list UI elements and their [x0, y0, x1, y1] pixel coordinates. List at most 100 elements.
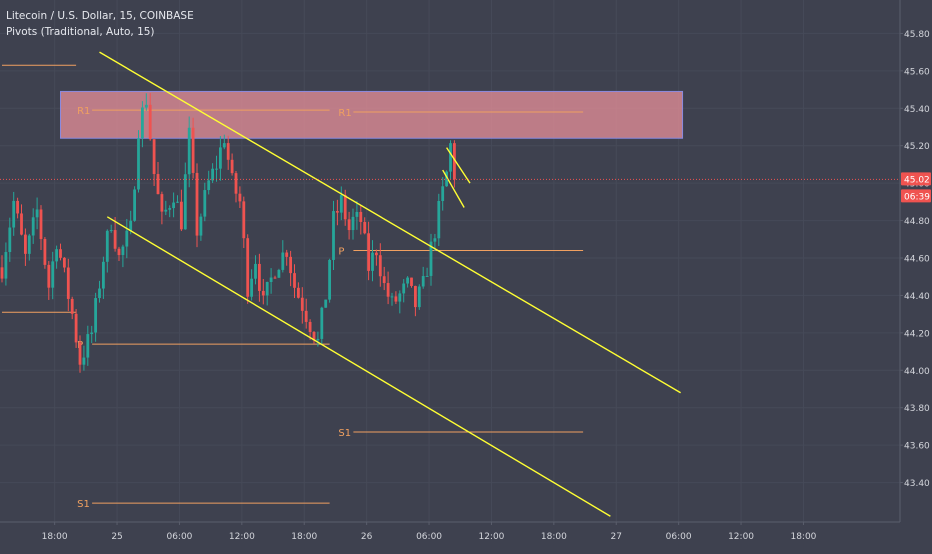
candle-body	[386, 283, 390, 297]
candle-body	[39, 209, 43, 240]
candle-body	[148, 104, 152, 140]
candle-body	[316, 338, 320, 341]
time-tick-label: 06:00	[166, 532, 192, 542]
price-tick-label: 45.20	[904, 142, 930, 152]
time-tick-label: 06:00	[416, 532, 442, 542]
time-tick-label: 06:00	[666, 532, 692, 542]
candle-body	[129, 220, 133, 231]
time-tick-label: 18:00	[42, 532, 68, 542]
candle-body	[27, 235, 31, 254]
time-tick-label: 18:00	[541, 532, 567, 542]
candle-body	[102, 261, 105, 289]
candle-body	[421, 276, 425, 287]
candle-body	[43, 239, 47, 265]
candle-body	[94, 298, 97, 333]
candle-body	[144, 104, 148, 108]
candle-body	[410, 277, 413, 286]
symbol-title[interactable]: Litecoin / U.S. Dollar, 15, COINBASE	[6, 10, 194, 22]
candle-body	[312, 331, 316, 341]
time-tick-label: 26	[361, 532, 373, 542]
candle-body	[406, 277, 409, 284]
candle-body	[168, 208, 172, 210]
candle-body	[308, 321, 312, 332]
price-tick-label: 44.80	[904, 217, 930, 227]
candle-body	[394, 296, 398, 302]
candle-body	[207, 180, 211, 191]
candle-body	[297, 287, 300, 298]
candle-body	[117, 248, 121, 256]
candle-body	[382, 276, 386, 284]
candle-body	[347, 219, 351, 231]
candle-body	[273, 277, 277, 279]
candle-body	[445, 171, 448, 187]
candle-body	[371, 252, 374, 271]
candle-body	[390, 296, 394, 298]
candle-body	[70, 298, 74, 314]
candle-body	[20, 213, 23, 235]
candle-body	[141, 107, 144, 139]
candle-body	[332, 211, 335, 260]
trend-line	[99, 51, 681, 394]
candle-body	[203, 190, 207, 217]
candles-layer[interactable]	[0, 93, 456, 373]
candle-body	[378, 255, 382, 277]
axes-layer[interactable]: 43.40 43.60 43.80 44.00 44.20 44.40 44.60 44.80…	[0, 0, 931, 542]
candle-body	[293, 273, 296, 288]
last-price-value: 45.02	[904, 175, 930, 185]
candle-body	[172, 202, 175, 209]
candle-body	[254, 263, 257, 279]
candle-body	[47, 264, 51, 288]
candle-body	[433, 238, 437, 242]
candle-body	[355, 211, 359, 217]
price-tick-label: 43.40	[904, 479, 930, 489]
trend-lines-layer[interactable]	[99, 51, 681, 517]
candle-body	[24, 234, 27, 254]
price-tick-label: 43.80	[904, 404, 930, 414]
trend-line	[442, 169, 465, 208]
price-tick-label: 45.80	[904, 30, 930, 40]
pivot-label: S1	[77, 499, 90, 510]
candle-body	[211, 168, 214, 181]
pivot-label: P	[338, 247, 344, 258]
countdown-badge	[901, 189, 931, 203]
candle-body	[363, 221, 367, 234]
candle-body	[258, 263, 261, 291]
candle-body	[414, 285, 417, 308]
candle-body	[187, 127, 191, 175]
trend-line	[446, 147, 471, 184]
candle-body	[125, 230, 129, 247]
candle-body	[98, 288, 101, 299]
resistance-zone	[60, 90, 684, 139]
candle-body	[425, 275, 429, 277]
countdown-value: 06:39	[904, 192, 930, 202]
last-price-badge	[901, 172, 931, 186]
candle-body	[35, 209, 39, 218]
candle-body	[398, 293, 402, 302]
candle-body	[351, 216, 355, 231]
time-tick-label: 12:00	[478, 532, 504, 542]
candle-body	[55, 249, 58, 262]
candle-body	[0, 267, 4, 279]
candle-body	[367, 233, 370, 271]
resistance-zone-layer[interactable]	[60, 90, 684, 139]
time-tick-label: 18:00	[291, 532, 317, 542]
candle-body	[375, 252, 378, 256]
time-tick-label: 12:00	[229, 532, 255, 542]
candle-body	[199, 216, 203, 236]
indicator-title[interactable]: Pivots (Traditional, Auto, 15)	[6, 26, 155, 38]
candle-body	[63, 257, 66, 268]
candle-body	[74, 313, 78, 343]
pivot-levels-layer: R1R1PPS1S1	[2, 64, 584, 510]
candle-body	[183, 174, 187, 230]
candle-body	[437, 200, 441, 239]
candle-body	[300, 297, 304, 311]
candle-body	[86, 334, 90, 358]
candle-body	[269, 277, 273, 283]
pivot-label: S1	[338, 428, 351, 439]
candle-body	[176, 201, 179, 203]
price-tick-label: 44.40	[904, 292, 930, 302]
candle-body	[226, 143, 230, 160]
candle-body	[242, 201, 246, 239]
